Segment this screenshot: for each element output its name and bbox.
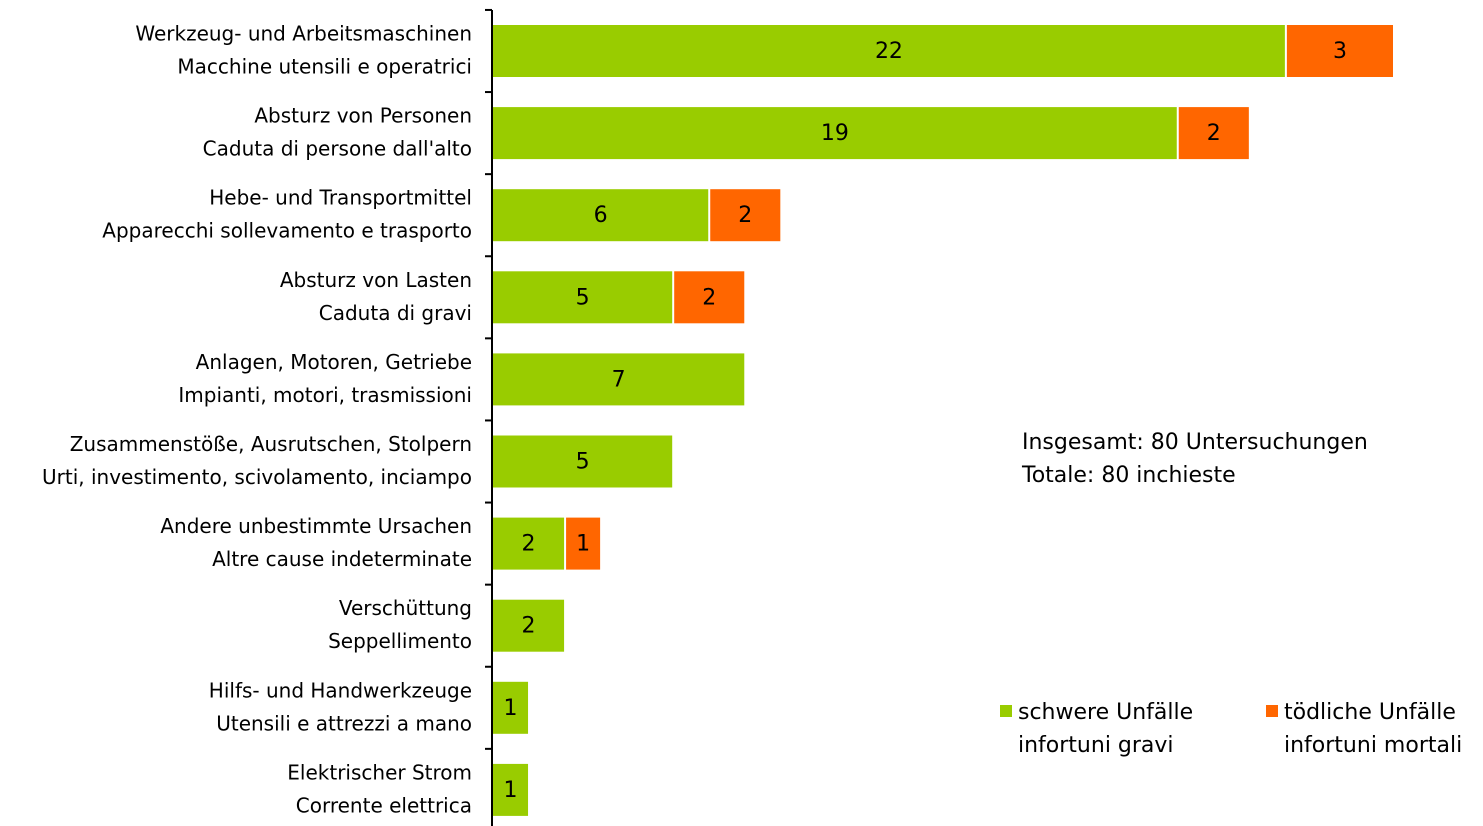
category-label: Zusammenstöße, Ausrutschen, Stolpern xyxy=(70,432,472,456)
category-label: Urti, investimento, scivolamento, inciam… xyxy=(42,465,472,489)
value-label: 2 xyxy=(702,285,716,310)
bar-segment xyxy=(1178,107,1249,160)
value-label: 5 xyxy=(576,285,590,310)
bar-segment xyxy=(710,189,781,242)
bar-segment xyxy=(493,107,1177,160)
value-label: 1 xyxy=(504,696,518,721)
value-label: 19 xyxy=(821,121,849,146)
category-label: Altre cause indeterminate xyxy=(212,547,472,571)
value-label: 5 xyxy=(576,450,590,475)
value-label: 7 xyxy=(612,367,626,392)
category-label: Hilfs- und Handwerkzeuge xyxy=(209,678,472,702)
value-label: 2 xyxy=(522,614,536,639)
bar-segment xyxy=(566,517,601,570)
value-label: 2 xyxy=(522,532,536,557)
legend-swatch xyxy=(1000,705,1012,717)
category-label: Caduta di gravi xyxy=(319,301,472,325)
legend-label: infortuni mortali xyxy=(1284,733,1462,758)
bar-segment xyxy=(493,763,529,816)
value-label: 3 xyxy=(1333,39,1347,64)
legend-label: infortuni gravi xyxy=(1018,733,1174,758)
category-label: Absturz von Personen xyxy=(254,104,472,128)
category-label: Absturz von Lasten xyxy=(280,268,472,292)
annotation: Totale: 80 inchieste xyxy=(1021,463,1236,488)
bar-segment xyxy=(493,517,565,570)
value-label: 6 xyxy=(594,203,608,228)
category-label: Utensili e attrezzi a mano xyxy=(216,711,472,735)
legend-swatch xyxy=(1266,705,1278,717)
category-label: Verschüttung xyxy=(339,596,472,620)
category-label: Werkzeug- und Arbeitsmaschinen xyxy=(135,22,472,46)
value-label: 2 xyxy=(1207,121,1221,146)
bar-segment xyxy=(493,435,673,488)
bar-segment xyxy=(493,25,1285,77)
category-label: Anlagen, Motoren, Getriebe xyxy=(196,350,472,374)
bar-segment xyxy=(493,353,745,406)
category-label: Macchine utensili e operatrici xyxy=(177,55,472,79)
category-label: Seppellimento xyxy=(328,629,472,653)
bar-segment xyxy=(674,271,745,324)
value-label: 22 xyxy=(875,39,903,64)
bar-segment xyxy=(493,681,529,734)
category-label: Apparecchi sollevamento e trasporto xyxy=(102,219,472,243)
category-label: Impianti, motori, trasmissioni xyxy=(178,383,472,407)
category-label: Hebe- und Transportmittel xyxy=(209,186,472,210)
category-label: Andere unbestimmte Ursachen xyxy=(160,514,472,538)
annotation: Insgesamt: 80 Untersuchungen xyxy=(1022,430,1368,455)
category-label: Caduta di persone dall'alto xyxy=(203,137,472,161)
bar-segment xyxy=(1286,25,1393,77)
legend-label: schwere Unfälle xyxy=(1018,700,1193,725)
category-label: Elektrischer Strom xyxy=(287,760,472,784)
bar-segment xyxy=(493,599,565,652)
legend-label: tödliche Unfälle xyxy=(1284,700,1456,725)
bar-segment xyxy=(493,189,709,242)
bar-segment xyxy=(493,271,673,324)
value-label: 1 xyxy=(504,778,518,803)
value-label: 2 xyxy=(738,203,752,228)
category-label: Corrente elettrica xyxy=(296,793,472,817)
value-label: 1 xyxy=(576,532,590,557)
